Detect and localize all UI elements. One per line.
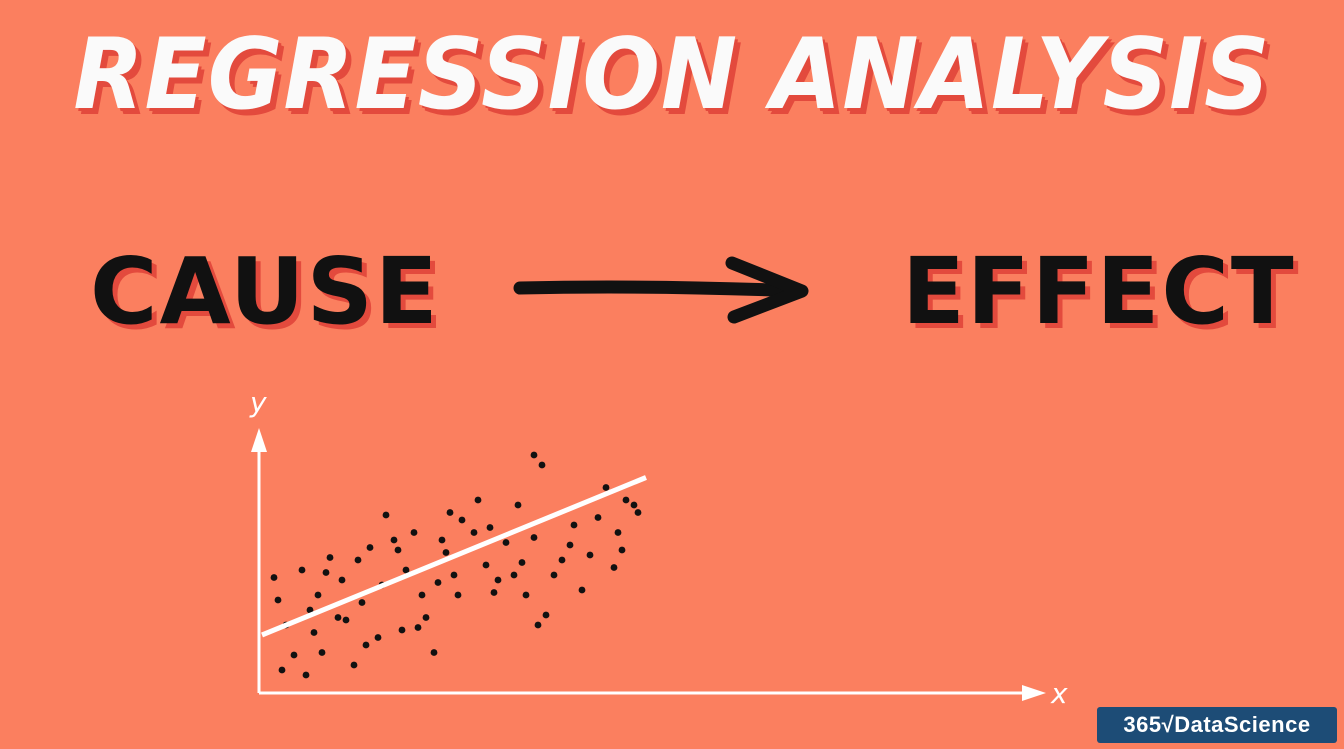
data-point: [474, 496, 482, 504]
data-point: [390, 536, 398, 544]
data-point: [594, 514, 602, 521]
data-point: [634, 509, 642, 516]
data-point: [306, 606, 314, 614]
data-point: [518, 559, 526, 566]
data-point: [602, 484, 610, 491]
data-point: [558, 556, 566, 564]
effect-label: EFFECT: [902, 238, 1296, 345]
x-axis-arrowhead-icon: [1022, 685, 1046, 701]
data-point: [382, 511, 390, 519]
data-point: [618, 546, 626, 554]
data-point: [430, 649, 438, 656]
data-point: [434, 579, 442, 586]
data-point: [342, 616, 350, 624]
data-point: [566, 541, 574, 549]
y-axis-arrowhead-icon: [251, 428, 267, 452]
data-point: [414, 624, 422, 631]
data-point: [322, 569, 330, 576]
data-point: [358, 599, 366, 606]
data-point: [586, 551, 594, 559]
data-point: [614, 529, 622, 536]
data-point: [622, 496, 630, 504]
data-point: [550, 571, 558, 579]
x-axis-label: x: [1050, 677, 1068, 710]
data-point: [310, 629, 318, 636]
data-point: [510, 571, 518, 579]
data-point: [326, 554, 334, 561]
data-point: [318, 649, 326, 656]
data-point: [302, 671, 310, 679]
data-point: [354, 556, 362, 564]
data-point: [418, 591, 426, 599]
data-point: [350, 661, 358, 669]
data-point: [482, 561, 490, 569]
data-point: [338, 576, 346, 584]
data-point: [278, 666, 286, 674]
data-point: [538, 461, 546, 469]
data-point: [458, 516, 466, 524]
data-point: [270, 574, 278, 581]
data-point: [514, 501, 522, 509]
data-point: [534, 621, 542, 629]
data-point: [290, 651, 298, 659]
data-point: [470, 529, 478, 536]
arrow-right-icon: [513, 256, 809, 324]
data-point: [366, 544, 374, 551]
y-axis: [251, 428, 267, 693]
data-point: [442, 549, 450, 556]
data-point: [578, 586, 586, 594]
data-point: [362, 641, 370, 649]
regression-line: [261, 475, 647, 638]
data-point: [454, 591, 462, 599]
cause-label: CAUSE: [90, 238, 440, 345]
brand-logo: 365√DataScience: [1097, 707, 1337, 743]
page-title: REGRESSION ANALYSIS: [73, 18, 1271, 132]
data-point: [494, 576, 502, 584]
data-point: [314, 591, 322, 599]
data-point: [298, 566, 306, 574]
data-point: [630, 501, 638, 509]
data-point: [530, 534, 538, 541]
y-axis-label: y: [249, 386, 267, 419]
data-points: [270, 451, 642, 679]
data-point: [374, 634, 382, 641]
data-point: [410, 529, 418, 536]
data-point: [274, 596, 282, 604]
data-point: [438, 536, 446, 544]
data-point: [570, 521, 578, 529]
data-point: [394, 546, 402, 554]
data-point: [530, 451, 538, 459]
x-axis: [259, 685, 1046, 701]
data-point: [490, 589, 498, 596]
data-point: [422, 614, 430, 621]
data-point: [502, 539, 510, 546]
data-point: [402, 566, 410, 574]
data-point: [446, 509, 454, 516]
data-point: [486, 524, 494, 531]
data-point: [610, 564, 618, 571]
data-point: [334, 614, 342, 621]
data-point: [398, 626, 406, 634]
data-point: [542, 611, 550, 619]
data-point: [522, 591, 530, 599]
data-point: [450, 571, 458, 579]
